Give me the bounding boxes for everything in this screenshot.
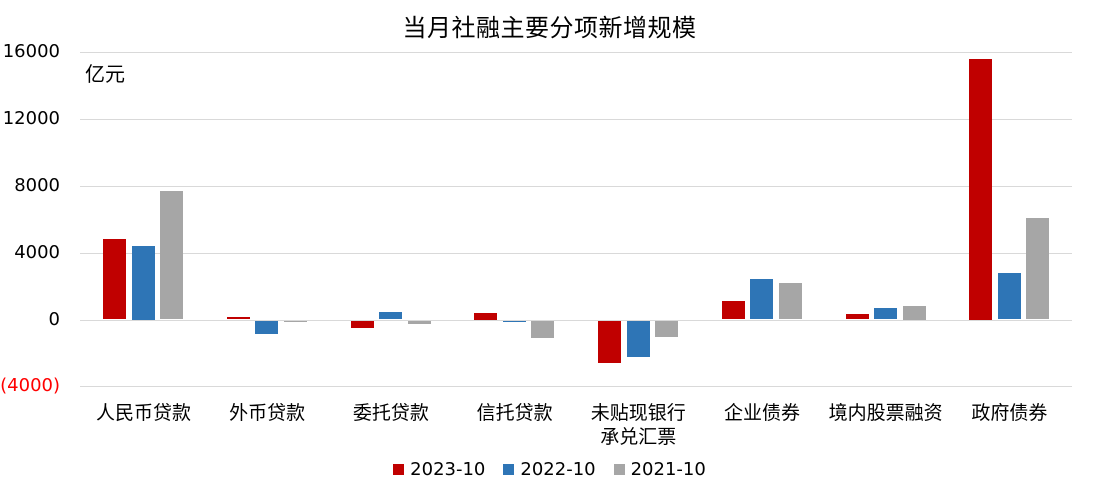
bar-segment [131, 245, 155, 320]
gridline [80, 319, 1072, 321]
y-tick-label: 4000 [14, 241, 60, 263]
y-tick-label: 8000 [14, 174, 60, 196]
legend-item: 2022-10 [503, 459, 596, 480]
legend-label: 2022-10 [520, 459, 596, 480]
y-tick-label: (4000) [0, 375, 60, 397]
legend-swatch-icon [613, 464, 625, 475]
gridline [80, 252, 1072, 254]
chart-title: 当月社融主要分项新增规模 [402, 14, 697, 42]
gridline [80, 185, 1072, 187]
bar-segment [407, 320, 431, 324]
bar-segment [160, 190, 184, 320]
x-tick-label: 外币贷款 [229, 402, 306, 424]
legend-item: 2021-10 [613, 459, 706, 480]
y-axis-unit-label: 亿元 [85, 62, 125, 86]
bar-segment [350, 320, 374, 328]
bar-segment [874, 307, 897, 320]
bar-segment [626, 320, 650, 358]
bar-segment [226, 317, 250, 320]
x-tick-label: 人民币贷款 [95, 402, 192, 424]
legend-swatch-icon [393, 464, 405, 475]
y-tick-label: 0 [48, 308, 60, 330]
x-tick-label: 信托贷款 [476, 402, 553, 424]
bar-segment [255, 320, 279, 334]
legend-label: 2023-10 [410, 459, 486, 480]
bar-segment [721, 301, 745, 320]
bar-segment [1026, 217, 1050, 320]
y-tick-label: 16000 [2, 41, 60, 63]
bar-segment [655, 320, 678, 338]
legend-label: 2021-10 [630, 459, 706, 480]
x-tick-label: 境内股票融资 [828, 402, 943, 424]
gridline [80, 386, 1072, 388]
x-tick-label: 未贴现银行承兑汇票 [590, 402, 686, 448]
x-tick-label: 企业债券 [723, 402, 801, 424]
bar-segment [379, 311, 403, 320]
legend-swatch-icon [503, 464, 515, 475]
bar-segment [283, 320, 307, 321]
bar-segment [997, 273, 1021, 320]
bar-segment [598, 320, 621, 364]
bar-segment [502, 320, 526, 322]
bar-segment [103, 238, 127, 320]
x-tick-label: 政府债券 [971, 402, 1048, 424]
bar-segment [750, 279, 774, 320]
bar-segment [902, 305, 926, 320]
bar-segment [778, 283, 802, 320]
gridline [80, 119, 1072, 121]
gridline [80, 52, 1072, 54]
x-tick-label: 委托贷款 [352, 402, 429, 424]
y-tick-label: 12000 [2, 108, 60, 130]
bar-segment [969, 59, 993, 320]
legend: 2023-10 2022-10 2021-10 [0, 459, 1099, 480]
bar-segment [845, 313, 869, 320]
legend-item: 2023-10 [393, 459, 485, 480]
bar-segment [474, 313, 498, 320]
bar-segment [531, 320, 555, 339]
